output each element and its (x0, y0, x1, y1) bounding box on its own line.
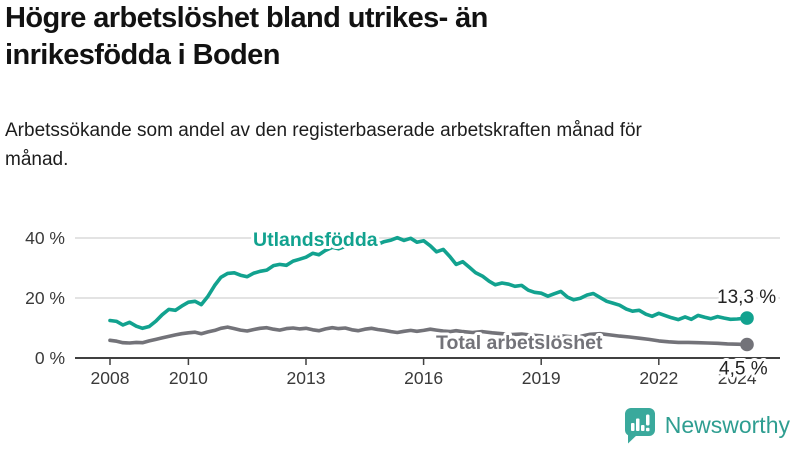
y-tick-label: 40 % (25, 228, 65, 248)
page-subtitle: Arbetssökande som andel av den registerb… (5, 120, 642, 171)
end-dot-utlandsfodda (740, 311, 754, 325)
page-title: Högre arbetslöshet bland utrikes- än inr… (5, 2, 488, 71)
series-label-utlandsfodda: Utlandsfödda (253, 229, 378, 251)
series-line-utlandsfodda (108, 235, 749, 331)
end-value-label-utlandsfodda: 13,3 % (717, 287, 776, 308)
x-tick-label: 2016 (404, 368, 443, 388)
x-tick-label: 2019 (522, 368, 561, 388)
y-tick-label: 20 % (25, 288, 65, 308)
x-tick-label: 2008 (91, 368, 130, 388)
bar-chart-speech-bubble-icon (624, 408, 655, 444)
x-tick-label: 2024 (718, 368, 757, 388)
newsworthy-logo[interactable]: Newsworthy (623, 407, 790, 444)
x-tick-label: 2022 (639, 368, 678, 388)
y-tick-label: 0 % (35, 348, 65, 368)
x-tick-label: 2010 (169, 368, 208, 388)
series-label-total-arbetsloshet: Total arbetslöshet (436, 332, 603, 354)
series-line-total-arbetsloshet (108, 325, 749, 347)
end-dot-total-arbetsloshet (740, 337, 754, 352)
x-tick-label: 2013 (287, 368, 326, 388)
brand-name: Newsworthy (664, 412, 790, 438)
end-value-label-total-arbetsloshet: 4,5 % (719, 359, 768, 380)
